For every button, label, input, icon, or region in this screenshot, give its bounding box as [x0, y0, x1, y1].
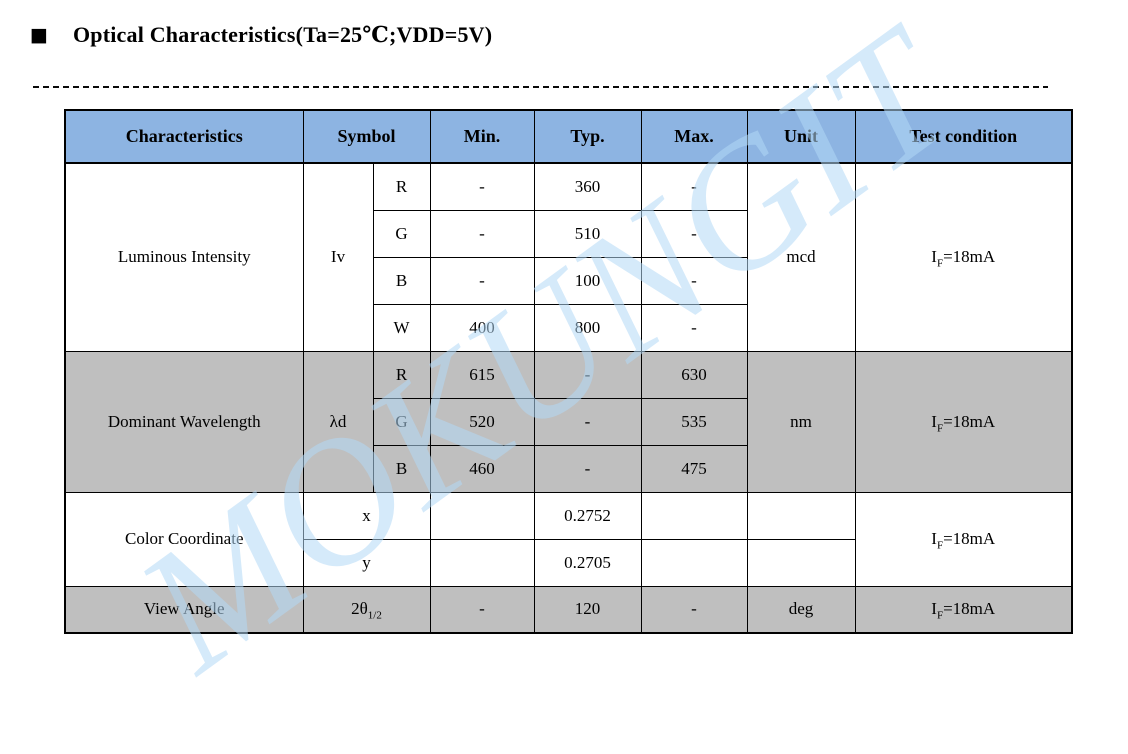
table-row: W 400 800 -	[65, 303, 1072, 352]
symbol-subscript: 1/2	[367, 609, 382, 622]
page-title: Optical Characteristics(Ta=25℃;VDD=5V)	[72, 22, 493, 47]
cell-unit	[746, 538, 856, 587]
cell-typ: 0.2752	[533, 491, 642, 540]
table-row: B 460 - 475	[65, 444, 1072, 493]
tc-value: =18mA	[943, 529, 996, 548]
cell-typ: -	[533, 397, 642, 446]
tc-base: I	[931, 247, 937, 267]
cell-max: -	[640, 303, 748, 352]
cell-color-code: G	[372, 209, 431, 258]
cell-color-code: W	[372, 303, 431, 352]
cell-max	[640, 538, 748, 587]
cell-min: -	[429, 256, 535, 305]
cell-max: 475	[640, 444, 748, 493]
cell-min: -	[429, 162, 535, 211]
tc-base: I	[931, 599, 937, 619]
table-row: Luminous Intensity Iv R - 360 - mcd IF=1…	[64, 162, 1073, 352]
tc-subscript: F	[936, 539, 944, 552]
cell-min: 400	[429, 303, 535, 352]
header-characteristics: Characteristics	[64, 109, 304, 164]
cell-dominant-symbol: λd	[302, 350, 374, 493]
table-row: y 0.2705	[65, 538, 1072, 587]
cell-min	[429, 491, 535, 540]
tc-subscript: F	[936, 257, 944, 270]
cell-coordinate-name: Color Coordinate	[64, 491, 304, 587]
cell-max: -	[640, 256, 748, 305]
cell-typ: -	[533, 444, 642, 493]
section-title: ■ Optical Characteristics(Ta=25℃;VDD=5V)	[30, 22, 492, 48]
cell-unit: deg	[746, 585, 856, 634]
cell-unit	[746, 491, 856, 540]
cell-view-angle-test-condition: IF=18mA	[854, 585, 1073, 634]
header-unit: Unit	[746, 109, 856, 164]
cell-color-code: B	[372, 444, 431, 493]
dashed-divider	[33, 86, 1048, 89]
cell-luminous-test-condition: IF=18mA	[854, 162, 1073, 352]
tc-value: =18mA	[943, 599, 996, 619]
tc-subscript: F	[936, 421, 944, 434]
cell-color-code: R	[372, 162, 431, 211]
cell-dominant-unit: nm	[746, 350, 856, 493]
cell-luminous-unit: mcd	[746, 162, 856, 352]
cell-color-code: G	[372, 397, 431, 446]
tc-value: =18mA	[943, 411, 996, 431]
cell-view-angle-name: View Angle	[64, 585, 304, 634]
cell-dominant-test-condition: IF=18mA	[854, 350, 1073, 493]
tc-subscript: F	[936, 609, 944, 622]
cell-coordinate-symbol-y: y	[302, 538, 431, 587]
cell-luminous-name: Luminous Intensity	[64, 162, 304, 352]
tc-value: =18mA	[943, 247, 996, 267]
cell-luminous-symbol: Iv	[302, 162, 374, 352]
cell-max: -	[640, 162, 748, 211]
symbol-base: 2θ	[351, 599, 368, 619]
cell-color-code: B	[372, 256, 431, 305]
cell-coordinate-symbol-x: x	[302, 491, 431, 540]
cell-typ: 120	[533, 585, 642, 634]
cell-typ: 0.2705	[533, 538, 642, 587]
cell-max: -	[640, 585, 748, 634]
cell-max	[640, 491, 748, 540]
table-row: Color Coordinate x 0.2752 IF=18mA	[64, 491, 1073, 587]
cell-typ: 100	[533, 256, 642, 305]
tc-base: I	[931, 411, 937, 431]
cell-min: 615	[429, 350, 535, 399]
header-symbol: Symbol	[302, 109, 431, 164]
tc-base: I	[931, 529, 937, 548]
cell-min: -	[429, 209, 535, 258]
cell-max: 630	[640, 350, 748, 399]
table-header-row: Characteristics Symbol Min. Typ. Max. Un…	[64, 109, 1073, 164]
cell-typ: 360	[533, 162, 642, 211]
cell-typ: 510	[533, 209, 642, 258]
cell-coordinate-test-condition: IF=18mA	[854, 491, 1073, 587]
cell-dominant-name: Dominant Wavelength	[64, 350, 304, 493]
header-max: Max.	[640, 109, 748, 164]
square-bullet-icon: ■	[30, 23, 48, 46]
table-row: View Angle 2θ1/2 - 120 - deg IF=18mA	[64, 585, 1073, 634]
cell-typ: -	[533, 350, 642, 399]
cell-max: -	[640, 209, 748, 258]
cell-typ: 800	[533, 303, 642, 352]
cell-view-angle-symbol: 2θ1/2	[302, 585, 431, 634]
cell-min	[429, 538, 535, 587]
header-min: Min.	[429, 109, 535, 164]
header-test-condition: Test condition	[854, 109, 1073, 164]
table-row: Dominant Wavelength λd R 615 - 630 nm IF…	[64, 350, 1073, 493]
table-row: G - 510 -	[65, 209, 1072, 258]
header-typ: Typ.	[533, 109, 642, 164]
cell-color-code: R	[372, 350, 431, 399]
cell-min: -	[429, 585, 535, 634]
cell-min: 460	[429, 444, 535, 493]
cell-max: 535	[640, 397, 748, 446]
optical-characteristics-table: Characteristics Symbol Min. Typ. Max. Un…	[64, 109, 1073, 634]
cell-min: 520	[429, 397, 535, 446]
